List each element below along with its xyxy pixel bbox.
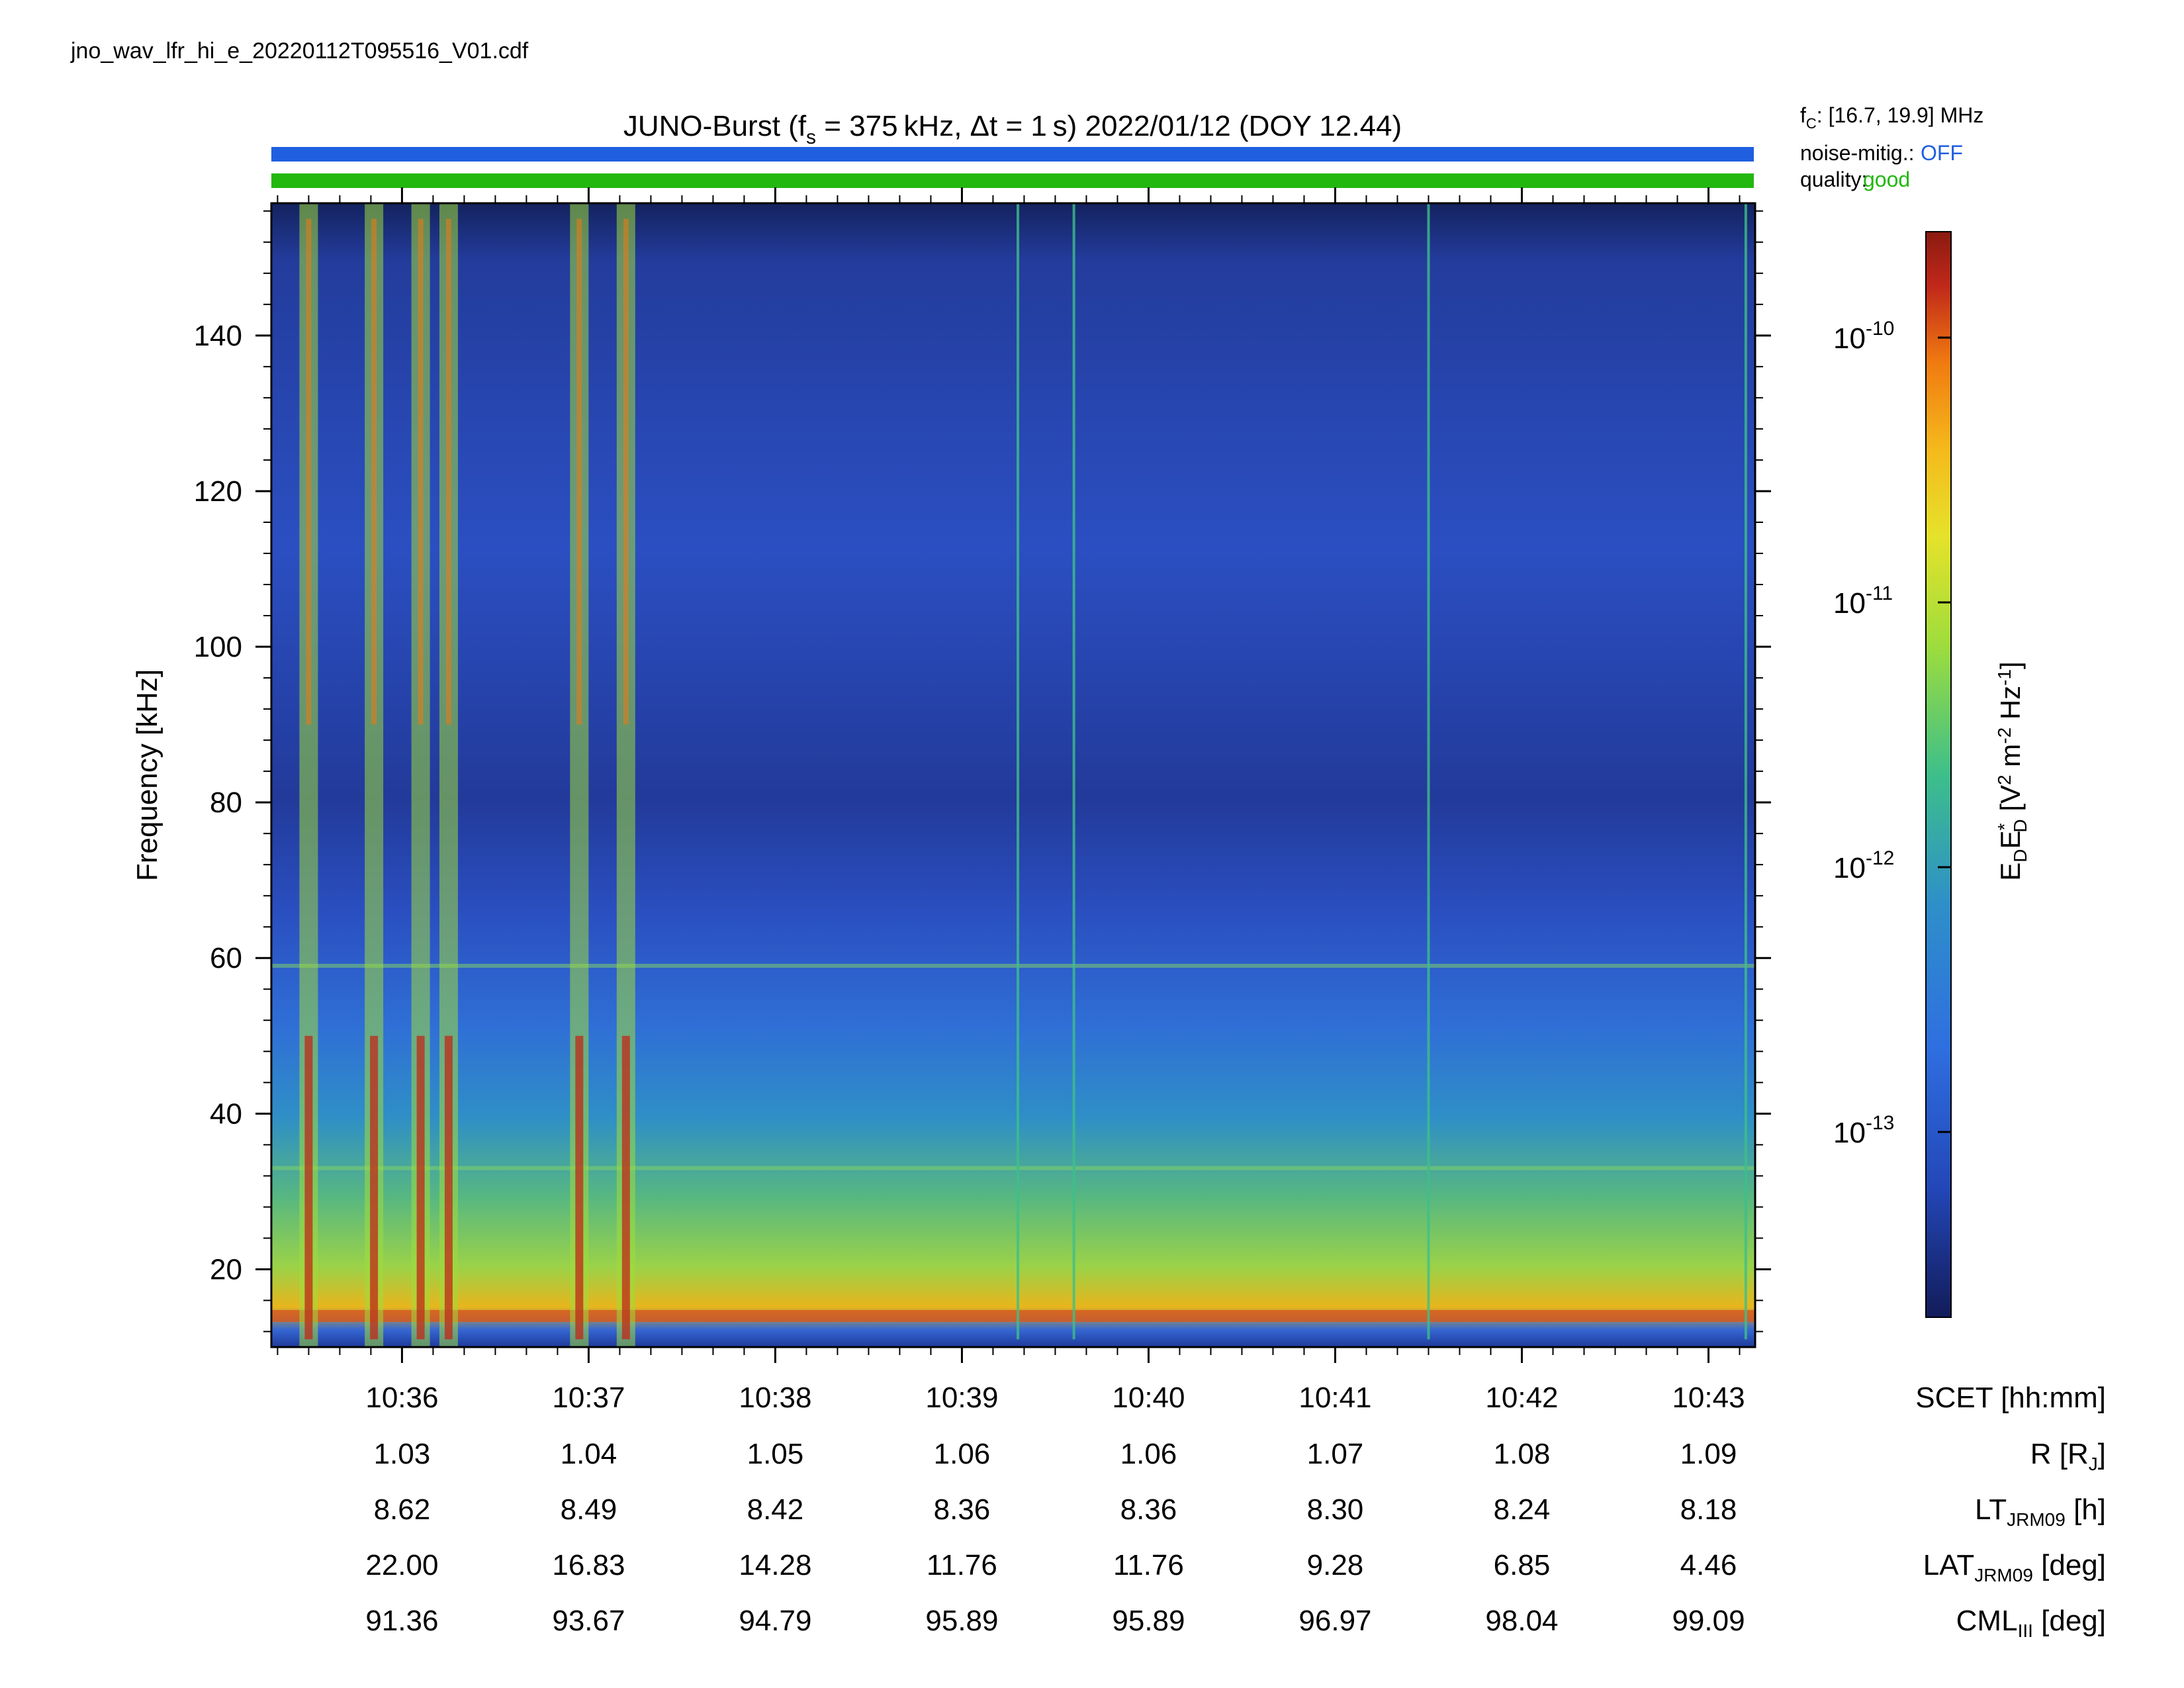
ephemeris-value: 1.04: [561, 1438, 617, 1470]
vertical-line: [1744, 203, 1747, 1340]
burst-upper: [306, 218, 312, 725]
colorbar-tick-label: 10-13: [1833, 1112, 1894, 1149]
y-tick-label: 80: [210, 786, 242, 819]
x-tick-label: 10:43: [1672, 1382, 1745, 1414]
y-tick-label: 100: [194, 631, 242, 663]
y-tick-label: 60: [210, 942, 242, 974]
ephemeris-value: 8.30: [1307, 1493, 1364, 1526]
y-tick-label: 120: [194, 475, 242, 508]
burst-core: [444, 1035, 453, 1340]
x-tick-label: 10:40: [1112, 1382, 1185, 1414]
vertical-line: [1427, 203, 1430, 1340]
colorbar-tick-label: 10-11: [1833, 583, 1893, 620]
ephemeris-value: 99.09: [1672, 1605, 1745, 1637]
x-tick-label: 10:39: [925, 1382, 998, 1414]
colorbar-tick-label: 10-10: [1833, 318, 1894, 355]
ephemeris-value: 1.05: [747, 1438, 804, 1470]
horizontal-emission-line: [271, 964, 1755, 968]
vertical-line: [1072, 203, 1075, 1340]
ephemeris-value: 16.83: [552, 1549, 625, 1581]
plot-frame: [270, 202, 1756, 1348]
burst-upper: [576, 218, 582, 725]
ephemeris-row-label: LATJRM09 [deg]: [1923, 1549, 2106, 1585]
vertical-line: [1017, 203, 1020, 1340]
burst-upper: [623, 218, 629, 725]
chart-title: JUNO-Burst (fs = 375 kHz, Δt = 1 s) 2022…: [623, 110, 1402, 148]
burst-core: [621, 1035, 630, 1340]
ephemeris-value: 1.03: [374, 1438, 431, 1470]
ephemeris-value: 8.62: [374, 1493, 431, 1526]
ephemeris-value: 95.89: [1112, 1605, 1185, 1637]
ephemeris-value: 8.36: [1120, 1493, 1177, 1526]
ephemeris-value: 8.49: [561, 1493, 617, 1526]
x-tick-label: 10:37: [552, 1382, 625, 1414]
y-axis-label: Frequency [kHz]: [131, 669, 163, 881]
ephemeris-value: 6.85: [1494, 1549, 1551, 1581]
ephemeris-value: 1.06: [934, 1438, 991, 1470]
burst-core: [575, 1035, 584, 1340]
ephemeris-value: 98.04: [1485, 1605, 1558, 1637]
ephemeris-value: 1.07: [1307, 1438, 1364, 1470]
horizontal-emission-line: [271, 1166, 1755, 1170]
ephemeris-value: 4.46: [1680, 1549, 1737, 1581]
ephemeris-value: 8.42: [747, 1493, 804, 1526]
burst-upper: [445, 218, 451, 725]
burst-upper: [371, 218, 377, 725]
ephemeris-value: 11.76: [927, 1549, 997, 1581]
ephemeris-value: 93.67: [552, 1605, 625, 1637]
burst-core: [370, 1035, 379, 1340]
ephemeris-value: 96.97: [1298, 1605, 1371, 1637]
file-name: jno_wav_lfr_hi_e_20220112T095516_V01.cdf: [70, 38, 529, 64]
ephemeris-value: 95.89: [925, 1605, 998, 1637]
ephemeris-value: 22.00: [365, 1549, 438, 1581]
burst-core: [416, 1035, 425, 1340]
y-tick-label: 20: [210, 1253, 242, 1286]
y-tick-label: 40: [210, 1098, 242, 1130]
ephemeris-row-label: LTJRM09 [h]: [1975, 1493, 2106, 1530]
ephemeris-value: 1.09: [1680, 1438, 1737, 1470]
ephemeris-value: 8.36: [934, 1493, 991, 1526]
noise-mitig-label: noise-mitig.:: [1800, 141, 1915, 165]
x-tick-label: 10:38: [739, 1382, 811, 1414]
continuous-band: [271, 1309, 1755, 1322]
quality-label: quality:: [1800, 167, 1867, 191]
ephemeris-row-label: R [RJ]: [2030, 1438, 2106, 1474]
noise-mitigation-bar: [271, 147, 1754, 162]
x-axis-label: SCET [hh:mm]: [1915, 1382, 2106, 1414]
x-tick-label: 10:41: [1298, 1382, 1371, 1414]
colorbar-tick-label: 10-12: [1833, 847, 1894, 884]
ephemeris-row-label: CMLIII [deg]: [1956, 1605, 2106, 1641]
colorbar: [1925, 231, 1952, 1318]
ephemeris-value: 91.36: [365, 1605, 438, 1637]
ephemeris-value: 1.08: [1494, 1438, 1551, 1470]
ephemeris-value: 14.28: [739, 1549, 811, 1581]
ephemeris-value: 11.76: [1113, 1549, 1184, 1581]
quality-value: good: [1863, 167, 1910, 191]
spectrogram-image: [271, 203, 1755, 1347]
burst-upper: [418, 218, 424, 725]
noise-mitig-value: OFF: [1921, 141, 1963, 165]
ephemeris-value: 94.79: [739, 1605, 811, 1637]
ephemeris-value: 1.06: [1120, 1438, 1177, 1470]
x-tick-label: 10:36: [365, 1382, 438, 1414]
ephemeris-value: 8.24: [1494, 1493, 1551, 1526]
colorbar-label: EDE*D [V2 m-2 Hz-1]: [1994, 661, 2030, 880]
spectrogram-background: [271, 203, 1755, 1347]
y-tick-label: 140: [194, 320, 242, 352]
ephemeris-value: 8.18: [1680, 1493, 1737, 1526]
fc-range-label: fC: [16.7, 19.9] MHz: [1800, 103, 1983, 132]
x-tick-label: 10:42: [1485, 1382, 1558, 1414]
quality-bar: [271, 173, 1754, 188]
burst-core: [304, 1035, 313, 1340]
ephemeris-value: 9.28: [1307, 1549, 1364, 1581]
